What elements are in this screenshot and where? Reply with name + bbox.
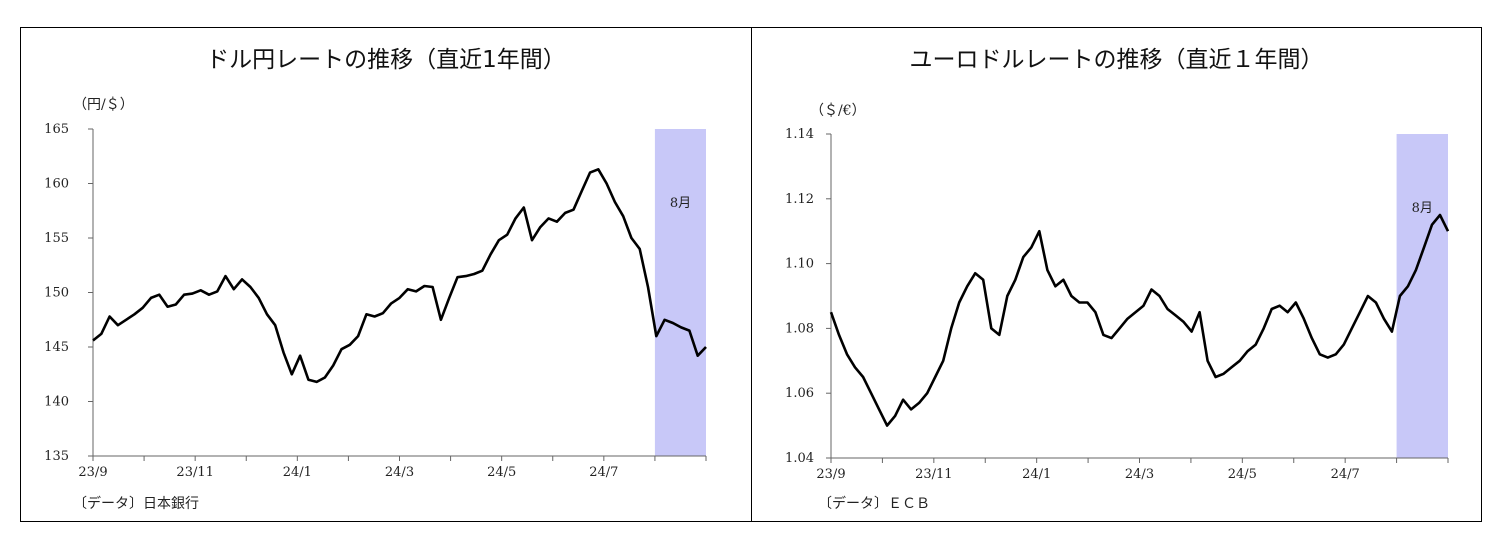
y-axis-unit: （円/＄） bbox=[73, 97, 134, 113]
x-tick-label: 23/11 bbox=[176, 465, 213, 480]
x-tick-label: 24/5 bbox=[1228, 467, 1257, 482]
y-tick-label: 140 bbox=[44, 395, 69, 410]
y-tick-label: 1.08 bbox=[785, 321, 814, 336]
y-tick-label: 1.06 bbox=[785, 386, 814, 401]
x-tick-label: 24/1 bbox=[283, 465, 312, 480]
y-tick-label: 165 bbox=[44, 122, 69, 137]
x-tick-label: 24/5 bbox=[487, 465, 516, 480]
usdjpy-plot: 8月 135 140 145 150 155 160 165 23/9 23/11 24/1 24/3… bbox=[44, 122, 707, 480]
y-tick-label: 135 bbox=[44, 449, 69, 464]
shade-label: 8月 bbox=[670, 196, 691, 211]
x-tick-label: 23/9 bbox=[78, 465, 107, 480]
x-tick-label: 23/9 bbox=[816, 467, 845, 482]
shade-band-august bbox=[654, 129, 706, 456]
series-line bbox=[829, 213, 1450, 427]
shade-band-august bbox=[1396, 134, 1448, 458]
y-tick-label: 155 bbox=[44, 231, 69, 246]
shade-label: 8月 bbox=[1412, 201, 1433, 216]
chart-title: ドル円レートの推移（直近1年間） bbox=[206, 47, 566, 73]
y-tick-label: 150 bbox=[44, 286, 69, 301]
eurusd-plot: 8月 1.04 1.06 1.08 1.10 1.12 1.14 23/9 23/11 24/1 2… bbox=[785, 127, 1450, 482]
usdjpy-chart-panel: ドル円レートの推移（直近1年間） （円/＄） 8月 135 140 145 150 155… bbox=[20, 27, 752, 522]
x-tick-label: 24/7 bbox=[589, 465, 618, 480]
y-tick-label: 1.12 bbox=[785, 192, 814, 207]
x-tick-label: 23/11 bbox=[915, 467, 952, 482]
x-tick-label: 24/1 bbox=[1022, 467, 1051, 482]
y-tick-label: 1.10 bbox=[785, 257, 814, 272]
x-tick-label: 24/3 bbox=[385, 465, 414, 480]
y-axis-unit: （＄/€） bbox=[810, 103, 866, 119]
data-source: 〔データ〕日本銀行 bbox=[73, 496, 199, 512]
y-tick-label: 1.04 bbox=[785, 451, 814, 466]
data-source: 〔データ〕ＥＣＢ bbox=[818, 496, 930, 512]
eurusd-chart-panel: ユーロドルレートの推移（直近１年間） （＄/€） 8月 1.04 1.06 1.08 1… bbox=[751, 27, 1482, 522]
y-tick-label: 160 bbox=[44, 177, 69, 192]
y-tick-label: 1.14 bbox=[785, 127, 814, 142]
y-tick-label: 145 bbox=[44, 340, 69, 355]
chart-title: ユーロドルレートの推移（直近１年間） bbox=[909, 47, 1324, 73]
x-tick-label: 24/7 bbox=[1331, 467, 1360, 482]
x-tick-label: 24/3 bbox=[1125, 467, 1154, 482]
series-line bbox=[92, 168, 707, 384]
